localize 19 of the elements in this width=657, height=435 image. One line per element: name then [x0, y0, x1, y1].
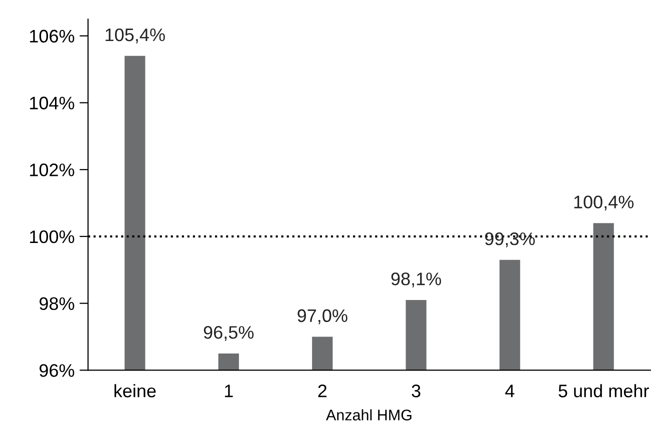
- x-axis-title: Anzahl HMG: [326, 409, 412, 420]
- x-tick-label: 2: [318, 384, 326, 398]
- data-label: 98,1%: [391, 272, 442, 288]
- x-tick-label: 5 und mehr: [558, 384, 649, 398]
- y-tick-label: 100%: [30, 230, 74, 244]
- y-tick-label: 106%: [30, 30, 74, 43]
- data-label: 96,5%: [204, 326, 254, 341]
- x-tick-label: keine: [114, 384, 156, 398]
- x-tick-label: 1: [224, 384, 233, 398]
- data-label: 100,4%: [574, 196, 634, 211]
- x-tick-label: 3: [412, 384, 420, 398]
- y-tick-label: 98%: [40, 297, 74, 310]
- x-tick-label: 4: [505, 384, 514, 398]
- y-tick-label: 96%: [40, 364, 74, 377]
- data-label: 97,0%: [298, 309, 348, 324]
- data-label: 99,3%: [485, 232, 535, 248]
- y-tick-label: 102%: [30, 164, 74, 176]
- data-label: 105,4%: [106, 28, 165, 44]
- y-tick-label: 104%: [30, 96, 74, 110]
